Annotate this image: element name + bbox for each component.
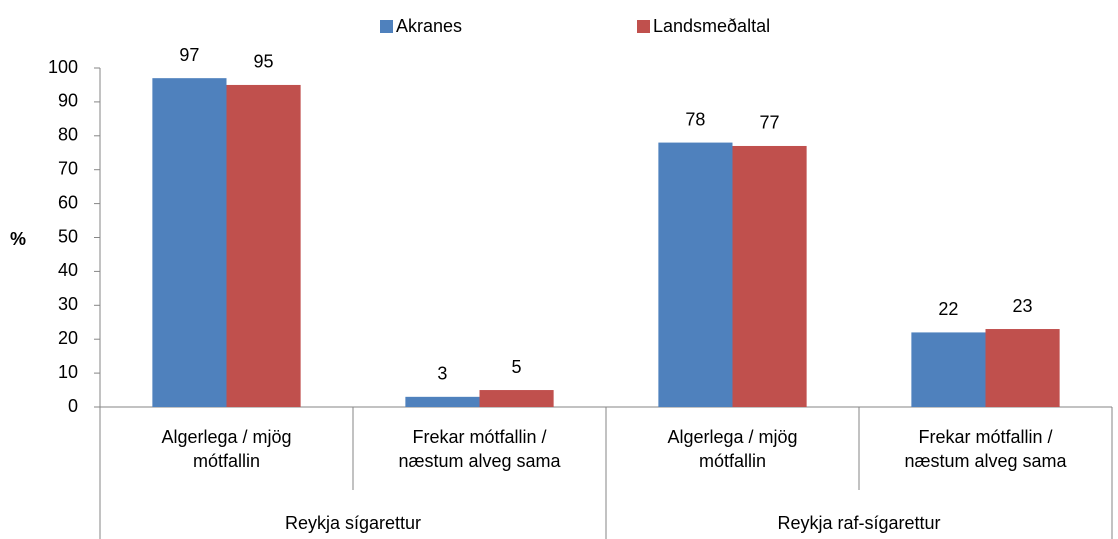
x-tick-label: Frekar mótfallin / næstum alveg sama — [904, 427, 1067, 471]
group-label: Reykja sígarettur — [284, 513, 422, 533]
value-label: 95 — [254, 52, 274, 72]
x-tick-label: Algerlega / mjög mótfallin — [161, 427, 292, 471]
bar — [732, 145, 807, 407]
value-label: 23 — [1013, 296, 1033, 316]
legend-swatch — [637, 20, 650, 33]
y-tick-label: 20 — [58, 328, 78, 348]
legend-label: Landsmeðaltal — [653, 16, 770, 36]
x-tick-label: Frekar mótfallin / næstum alveg sama — [398, 427, 561, 471]
bar — [911, 332, 986, 407]
y-tick-label: 60 — [58, 192, 78, 212]
bar — [658, 142, 733, 407]
y-tick-label: 40 — [58, 260, 78, 280]
value-label: 78 — [685, 109, 705, 129]
group-label: Reykja raf-sígarettur — [777, 513, 941, 533]
x-tick-label-box: Algerlega / mjög mótfallin — [161, 427, 292, 471]
group-label-box: Reykja sígarettur — [284, 513, 422, 533]
value-label: 3 — [437, 364, 447, 384]
x-tick-label-box: Algerlega / mjög mótfallin — [667, 427, 798, 471]
value-label: 5 — [512, 357, 522, 377]
group-label-box: Reykja raf-sígarettur — [777, 513, 941, 533]
bar — [405, 396, 480, 407]
bar — [985, 329, 1060, 407]
y-axis-label: % — [10, 229, 26, 249]
x-tick-label-box: Frekar mótfallin / næstum alveg sama — [398, 427, 561, 471]
y-tick-label: 100 — [48, 57, 78, 77]
bar — [479, 390, 554, 407]
x-tick-label: Algerlega / mjög mótfallin — [667, 427, 798, 471]
bar — [226, 84, 301, 407]
bar — [152, 78, 227, 408]
y-tick-label: 10 — [58, 362, 78, 382]
y-tick-label: 90 — [58, 91, 78, 111]
value-label: 22 — [938, 299, 958, 319]
x-tick-label-box: Frekar mótfallin / næstum alveg sama — [904, 427, 1067, 471]
y-tick-label: 0 — [68, 396, 78, 416]
y-tick-label: 50 — [58, 226, 78, 246]
value-label: 97 — [179, 45, 199, 65]
y-tick-label: 30 — [58, 294, 78, 314]
y-tick-label: 80 — [58, 125, 78, 145]
legend-swatch — [380, 20, 393, 33]
value-label: 77 — [760, 113, 780, 133]
legend-label: Akranes — [396, 16, 462, 36]
y-tick-label: 70 — [58, 158, 78, 178]
